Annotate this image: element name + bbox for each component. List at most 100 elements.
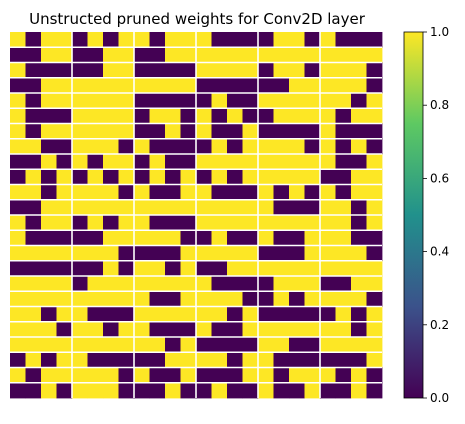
heatmap-cell — [103, 108, 119, 124]
heatmap-cell — [134, 321, 150, 338]
heatmap-cell — [304, 215, 321, 231]
heatmap-cell — [258, 184, 274, 201]
heatmap-cell — [149, 77, 166, 94]
heatmap-cell — [258, 276, 274, 292]
heatmap-cell — [25, 291, 42, 307]
heatmap-cell — [56, 108, 73, 124]
heatmap-cell — [304, 154, 321, 170]
heatmap-cell — [289, 47, 305, 63]
heatmap-cell — [273, 32, 290, 48]
heatmap-cell — [211, 215, 228, 231]
heatmap-cell — [304, 199, 321, 216]
heatmap-cell — [25, 77, 42, 94]
heatmap-cell — [351, 62, 367, 79]
heatmap-cell — [227, 321, 243, 338]
heatmap-cell — [165, 154, 181, 170]
heatmap-cell — [258, 123, 274, 140]
heatmap-cell — [134, 93, 150, 109]
heatmap-cell — [211, 291, 228, 307]
heatmap-cell — [335, 123, 352, 140]
heatmap-cell — [227, 352, 243, 368]
heatmap-cell — [165, 169, 181, 185]
heatmap-cell — [41, 382, 57, 399]
heatmap-cell — [103, 291, 119, 307]
colorbar-tick-label: 1.0 — [430, 25, 449, 39]
heatmap-cell — [196, 352, 212, 368]
heatmap-cell — [258, 169, 274, 185]
heatmap-cell — [180, 245, 197, 262]
heatmap-cell — [180, 108, 197, 124]
heatmap-cell — [87, 123, 104, 140]
heatmap-cell — [180, 77, 197, 94]
heatmap-cell — [87, 230, 104, 246]
heatmap-cell — [351, 382, 367, 399]
heatmap-cell — [103, 230, 119, 246]
heatmap-cell — [304, 47, 321, 63]
heatmap-cell — [366, 77, 383, 94]
heatmap-cell — [227, 215, 243, 231]
heatmap-cell — [304, 337, 321, 353]
heatmap-cell — [165, 123, 181, 140]
heatmap-cell — [10, 138, 26, 155]
heatmap-cell — [10, 93, 26, 109]
heatmap-cell — [103, 306, 119, 323]
heatmap-cell — [335, 199, 352, 216]
heatmap-cell — [72, 321, 88, 338]
heatmap-cell — [56, 215, 73, 231]
heatmap-cell — [196, 276, 212, 292]
heatmap-cell — [25, 32, 42, 48]
heatmap-cell — [211, 138, 228, 155]
heatmap-cell — [134, 62, 150, 79]
heatmap-cell — [149, 184, 166, 201]
heatmap-cell — [351, 169, 367, 185]
heatmap-cell — [41, 169, 57, 185]
heatmap-cell — [227, 108, 243, 124]
heatmap-cell — [134, 154, 150, 170]
heatmap-cell — [180, 62, 197, 79]
heatmap-cell — [335, 337, 352, 353]
heatmap-cell — [335, 260, 352, 277]
heatmap-cell — [351, 108, 367, 124]
heatmap-cell — [320, 291, 336, 307]
heatmap-cell — [196, 245, 212, 262]
heatmap-cell — [211, 352, 228, 368]
heatmap-cell — [72, 260, 88, 277]
heatmap-cell — [366, 108, 383, 124]
heatmap-cell — [41, 138, 57, 155]
heatmap-cell — [180, 276, 197, 292]
heatmap-cell — [320, 276, 336, 292]
heatmap-cell — [56, 337, 73, 353]
heatmap-cell — [366, 184, 383, 201]
heatmap-cell — [258, 93, 274, 109]
heatmap-cell — [289, 62, 305, 79]
heatmap-cell — [165, 184, 181, 201]
heatmap-cell — [118, 382, 135, 399]
heatmap-cell — [149, 47, 166, 63]
heatmap-cell — [304, 245, 321, 262]
heatmap-cell — [289, 276, 305, 292]
heatmap-cell — [134, 230, 150, 246]
heatmap-cell — [41, 230, 57, 246]
heatmap-cell — [227, 154, 243, 170]
heatmap-cell — [87, 62, 104, 79]
heatmap-cell — [289, 291, 305, 307]
heatmap-cell — [10, 32, 26, 48]
heatmap-cell — [180, 230, 197, 246]
heatmap-cell — [258, 367, 274, 384]
heatmap-cell — [242, 321, 259, 338]
heatmap-cell — [41, 260, 57, 277]
heatmap-cell — [134, 169, 150, 185]
heatmap-cell — [289, 382, 305, 399]
heatmap-cell — [25, 47, 42, 63]
heatmap-cell — [56, 47, 73, 63]
heatmap-cell — [41, 337, 57, 353]
heatmap-cell — [289, 352, 305, 368]
heatmap-cell — [180, 291, 197, 307]
heatmap-cell — [72, 62, 88, 79]
heatmap-cell — [211, 337, 228, 353]
heatmap-cell — [242, 382, 259, 399]
heatmap-cell — [258, 352, 274, 368]
heatmap-cell — [320, 62, 336, 79]
heatmap-cell — [118, 276, 135, 292]
